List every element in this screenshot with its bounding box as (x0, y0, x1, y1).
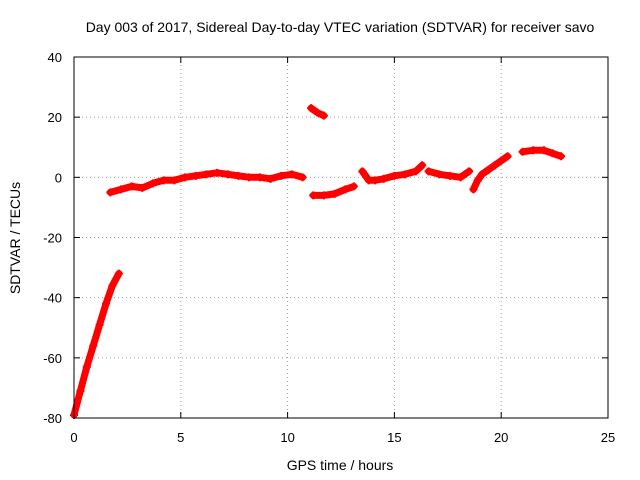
data-point (170, 176, 179, 185)
data-point (445, 171, 454, 180)
data-point (255, 173, 264, 182)
data-point (116, 185, 125, 194)
data-point (307, 104, 316, 113)
data-point (266, 174, 275, 183)
series-trace (70, 270, 123, 419)
data-point (503, 152, 512, 161)
data-point (390, 171, 399, 180)
data-point (149, 179, 158, 188)
data-point (82, 362, 91, 371)
data-point (435, 170, 444, 179)
data-point (330, 189, 339, 198)
y-tick-label: 20 (48, 110, 62, 125)
chart-title: Day 003 of 2017, Sidereal Day-to-day VTE… (86, 19, 595, 35)
x-tick-label: 25 (601, 430, 615, 445)
data-point (319, 111, 328, 120)
data-point (358, 167, 367, 176)
data-point (341, 185, 350, 194)
data-point (89, 341, 98, 350)
x-tick-label: 5 (177, 430, 184, 445)
data-point (234, 171, 243, 180)
data-point (106, 188, 115, 197)
y-tick-label: 0 (55, 170, 62, 185)
data-point (490, 161, 499, 170)
data-point (138, 183, 147, 192)
data-point (213, 168, 222, 177)
data-point (223, 170, 232, 179)
data-point (484, 165, 493, 174)
data-point (319, 191, 328, 200)
data-point (548, 149, 557, 158)
ticks: 0 5 10 15 20 25 -80 -60 -40 -20 0 20 40 (43, 50, 615, 445)
data-point (313, 108, 322, 117)
data-point (379, 174, 388, 183)
grid (74, 57, 608, 418)
x-tick-label: 10 (280, 430, 294, 445)
y-tick-label: -40 (43, 291, 62, 306)
data-point (371, 176, 380, 185)
data-point (102, 299, 111, 308)
data-point (76, 386, 85, 395)
data-point (349, 182, 358, 191)
data-point (277, 171, 286, 180)
data-point (473, 176, 482, 185)
data-point (529, 146, 538, 155)
data-point (424, 167, 433, 176)
data-point (309, 191, 318, 200)
data-point (418, 161, 427, 170)
data-point (202, 170, 211, 179)
y-tick-label: -60 (43, 351, 62, 366)
data-point (127, 182, 136, 191)
data-point (518, 147, 527, 156)
data-point (95, 320, 104, 329)
data-point (108, 281, 117, 290)
x-tick-label: 15 (387, 430, 401, 445)
data-point (477, 170, 486, 179)
data-point (114, 269, 123, 278)
data-point (191, 171, 200, 180)
x-axis-label: GPS time / hours (287, 457, 394, 473)
y-axis-label: SDTVAR / TECUs (7, 182, 23, 294)
data-point (287, 170, 296, 179)
data-points (70, 104, 566, 419)
data-point (181, 173, 190, 182)
data-point (159, 176, 168, 185)
data-point (456, 173, 465, 182)
data-point (298, 173, 307, 182)
y-tick-label: -20 (43, 231, 62, 246)
data-point (539, 146, 548, 155)
data-point (245, 173, 254, 182)
y-tick-label: -80 (43, 411, 62, 426)
data-point (469, 185, 478, 194)
x-tick-label: 0 (70, 430, 77, 445)
x-tick-label: 20 (494, 430, 508, 445)
data-point (465, 167, 474, 176)
data-point (557, 152, 566, 161)
data-point (497, 156, 506, 165)
data-point (411, 167, 420, 176)
y-tick-label: 40 (48, 50, 62, 65)
data-point (401, 170, 410, 179)
series-trace (358, 161, 426, 184)
